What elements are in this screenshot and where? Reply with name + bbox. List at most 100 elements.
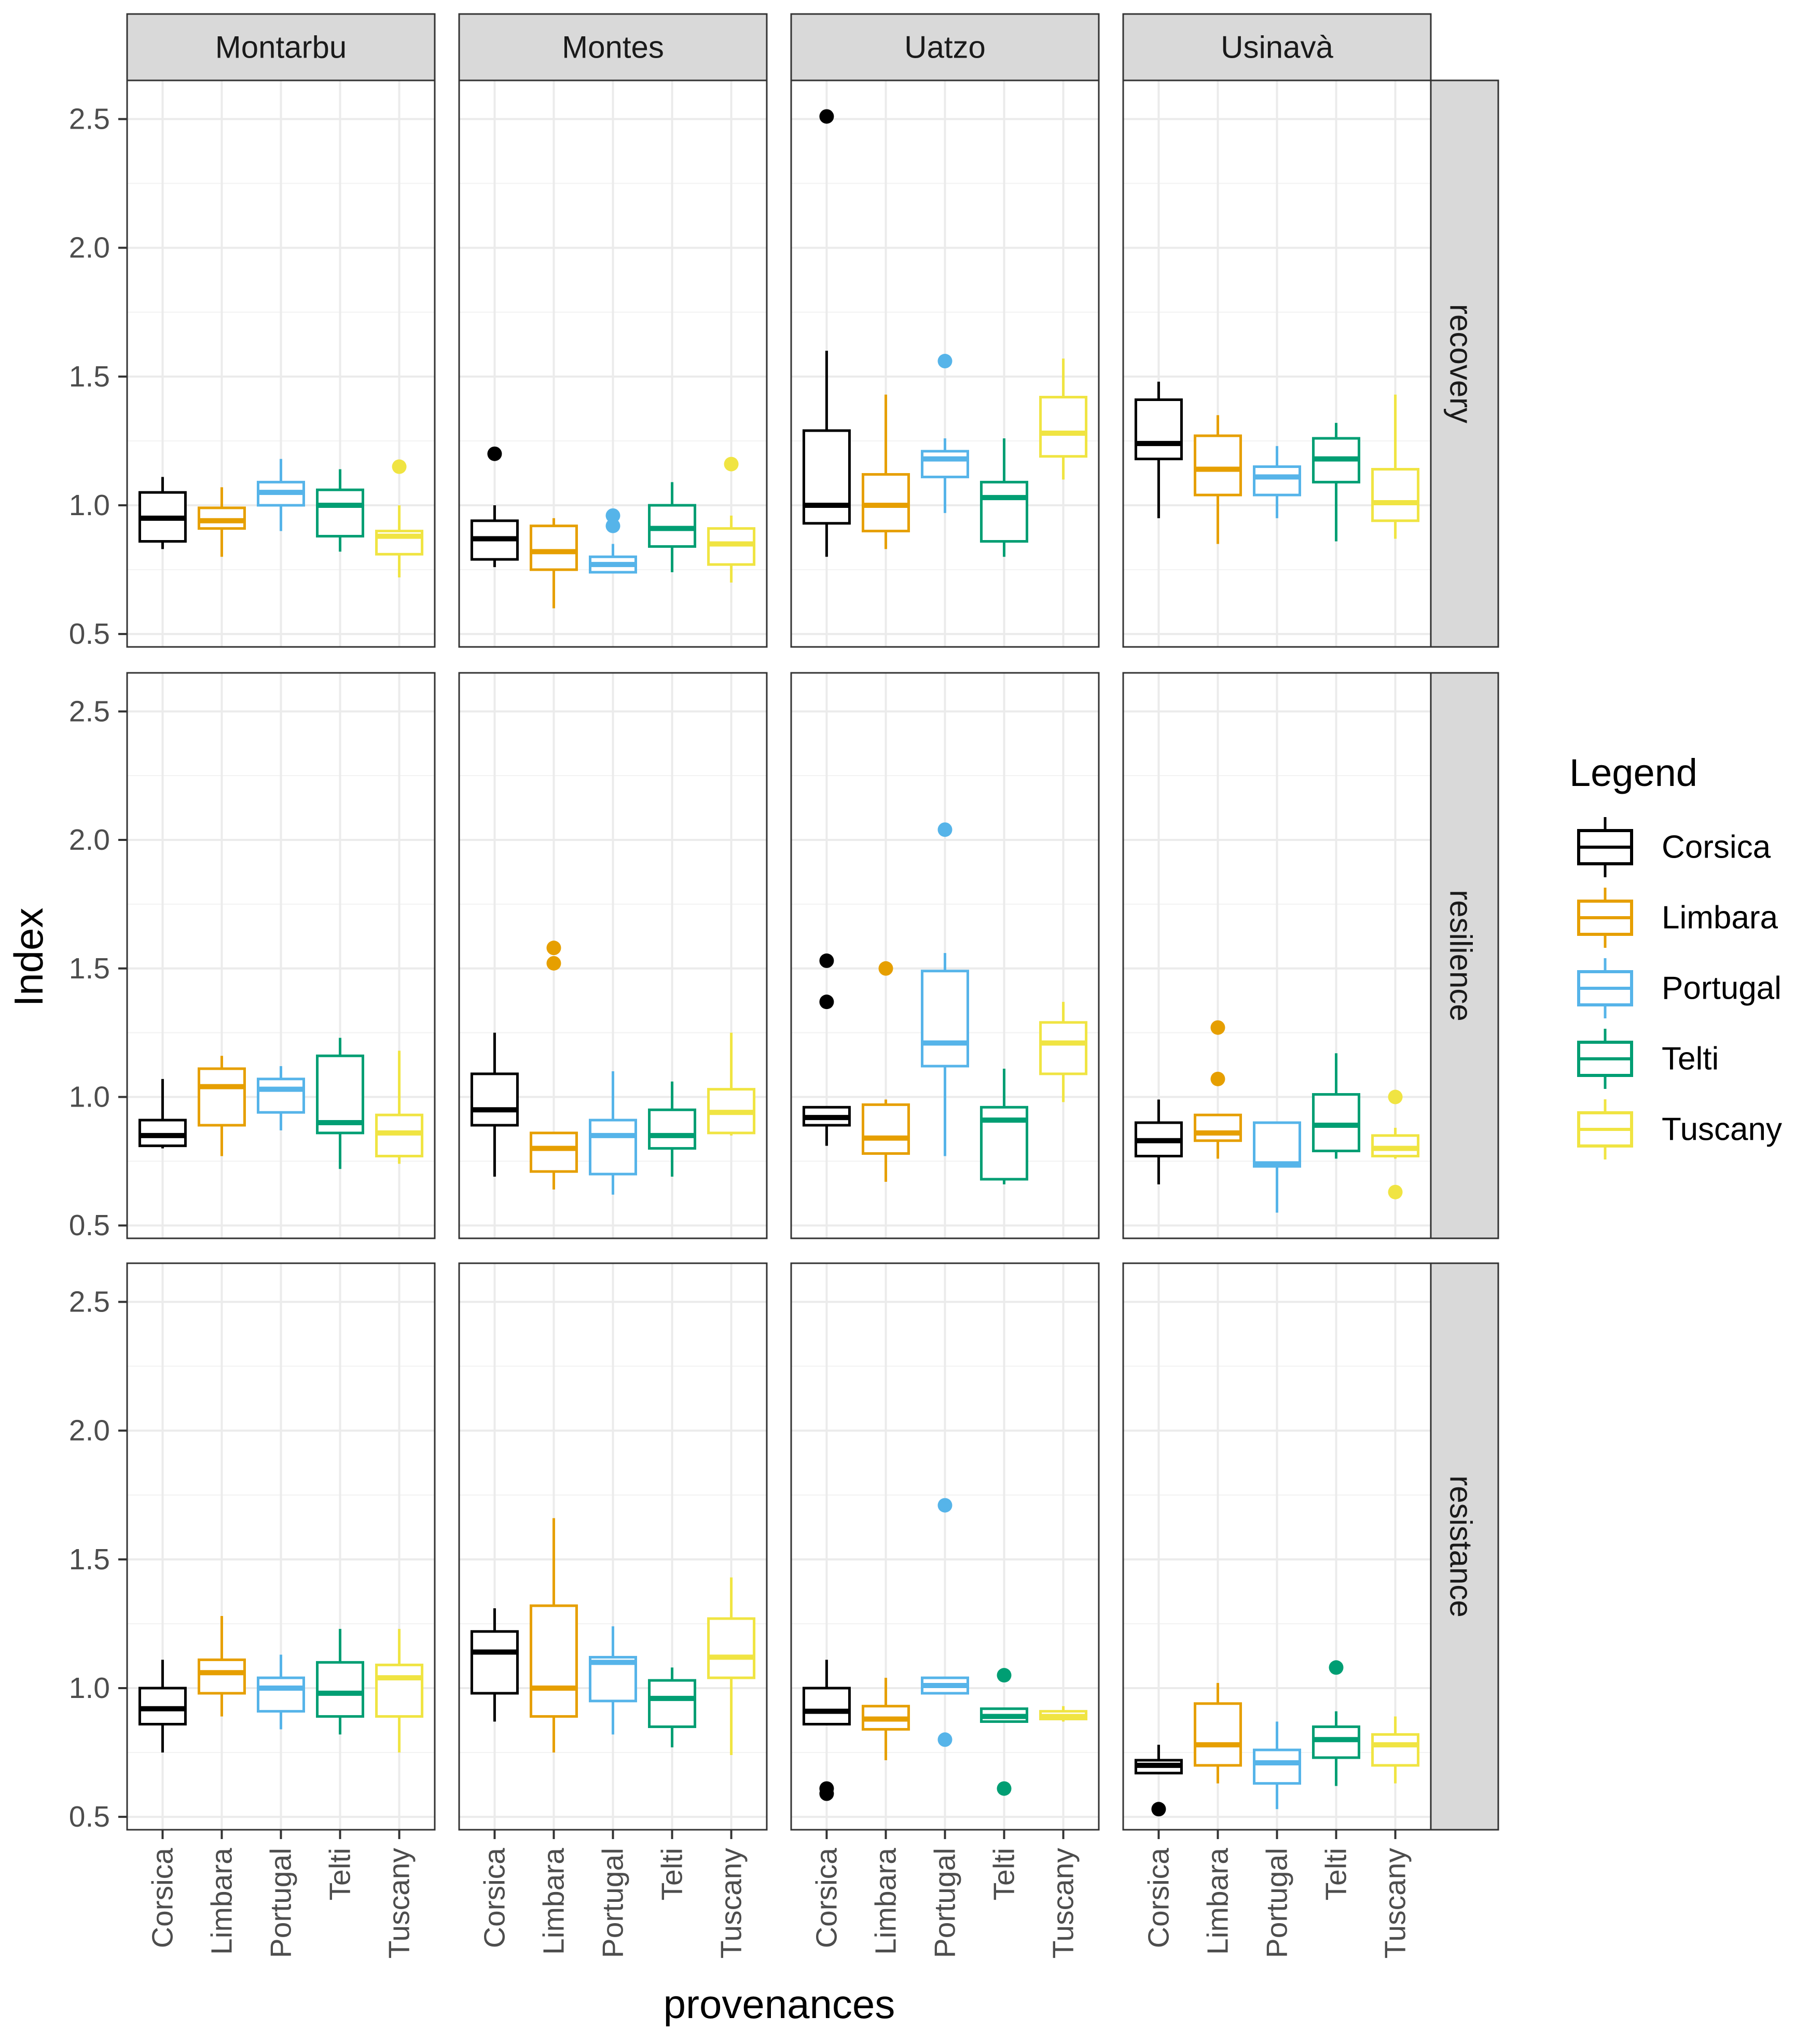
legend-label-tuscany: Tuscany (1662, 1112, 1782, 1148)
x-tick-label: Limbara (537, 1848, 570, 1955)
box-body (921, 450, 969, 478)
box-body (316, 1661, 365, 1718)
box-limbara (197, 1056, 246, 1156)
x-tick-label: Tuscany (383, 1848, 416, 1959)
panels-layer (127, 80, 1431, 1830)
outlier-point (1388, 1089, 1403, 1104)
box-corsica (802, 109, 851, 557)
outlier-point (997, 1668, 1012, 1683)
column-strip (126, 13, 436, 81)
box-body (589, 1118, 637, 1176)
x-tick-label: Portugal (1261, 1848, 1294, 1958)
box-body (1371, 468, 1420, 522)
legend-key-portugal: Portugal (1577, 958, 1782, 1018)
box-body (648, 1679, 697, 1728)
legend-key-corsica: Corsica (1577, 817, 1771, 877)
box-body (707, 1617, 756, 1679)
outlier-point (819, 109, 834, 124)
box-limbara (529, 941, 578, 1190)
y-axis-title: Index (6, 908, 51, 1007)
legend-label-limbara: Limbara (1662, 900, 1778, 936)
panel-resistance-Montarbu (127, 1263, 435, 1830)
box-portugal (921, 354, 969, 513)
box-limbara (197, 487, 246, 557)
box-body (257, 1078, 305, 1114)
x-tick-label: Telti (324, 1848, 357, 1900)
column-strip-label-Montarbu: Montarbu (215, 30, 347, 65)
box-telti (1312, 423, 1361, 542)
boxes-resilience-Montes (470, 941, 756, 1195)
y-tick-label: 0.5 (69, 1800, 110, 1833)
box-body (529, 1131, 578, 1173)
box-body (921, 970, 969, 1068)
legend-key-telti: Telti (1577, 1029, 1719, 1089)
legend-label-telti: Telti (1662, 1041, 1719, 1077)
box-body (1253, 465, 1301, 496)
box-portugal (257, 459, 305, 531)
box-limbara (529, 518, 578, 609)
box-portugal (921, 822, 969, 1156)
column-strip-label-Montes: Montes (562, 30, 664, 65)
box-portugal (589, 508, 637, 574)
box-corsica (470, 446, 519, 568)
box-tuscany (1371, 1089, 1420, 1199)
y-tick-label: 1.0 (69, 1672, 110, 1705)
box-tuscany (1039, 358, 1088, 480)
row-strip-label-resilience: resilience (1444, 890, 1479, 1021)
box-body (1193, 1702, 1242, 1767)
box-body (1134, 398, 1183, 461)
column-strip-label-Uatzo: Uatzo (904, 30, 986, 65)
row-strip (1430, 79, 1499, 648)
box-tuscany (707, 1032, 756, 1136)
box-tuscany (375, 459, 424, 577)
box-limbara (1193, 415, 1242, 544)
box-corsica (802, 1660, 851, 1801)
box-telti (980, 438, 1029, 557)
row-strip-label-resistance: resistance (1444, 1475, 1479, 1617)
panel-recovery-Usinavà (1123, 80, 1431, 647)
box-portugal (589, 1626, 637, 1735)
box-corsica (138, 1660, 187, 1753)
y-tick-label: 1.5 (69, 360, 110, 393)
outlier-point (937, 822, 952, 837)
box-telti (980, 1668, 1029, 1796)
outlier-point (392, 459, 407, 474)
column-strip (790, 13, 1100, 81)
box-portugal (257, 1654, 305, 1730)
outlier-point (487, 446, 502, 461)
box-portugal (1253, 1721, 1301, 1810)
box-body (375, 1663, 424, 1718)
box-body (1039, 396, 1088, 458)
outlier-point (1151, 1802, 1166, 1817)
legend-label-corsica: Corsica (1662, 830, 1771, 865)
column-strip (1122, 13, 1432, 81)
y-tick-label: 2.0 (69, 1414, 110, 1447)
outlier-point (546, 956, 561, 971)
outlier-point (1210, 1020, 1225, 1035)
y-tick-label: 1.5 (69, 1543, 110, 1576)
outlier-point (937, 354, 952, 369)
outlier-point (819, 995, 834, 1010)
legend: Legend Corsica Limbara Portugal Telti Tuscan… (1569, 751, 1782, 1159)
x-tick-label: Portugal (597, 1848, 630, 1958)
box-body (648, 1108, 697, 1150)
boxes-recovery-Montes (470, 446, 756, 609)
box-telti (648, 1081, 697, 1177)
box-body (197, 1658, 246, 1695)
y-tick-label: 2.5 (69, 102, 110, 135)
box-corsica (470, 1032, 519, 1177)
x-tick-label: Tuscany (715, 1848, 748, 1959)
outlier-point (1388, 1184, 1403, 1199)
axes-layer: recovery resilience resistance Montarbu Mont… (69, 13, 1499, 1959)
box-limbara (1193, 1683, 1242, 1784)
legend-key-limbara: Limbara (1577, 888, 1778, 948)
box-body (802, 429, 851, 525)
box-body (197, 1067, 246, 1127)
box-portugal (1253, 446, 1301, 518)
outlier-point (605, 518, 620, 533)
outlier-point (605, 508, 620, 523)
box-tuscany (1371, 1716, 1420, 1784)
x-tick-label: Corsica (1142, 1848, 1175, 1949)
box-tuscany (375, 1628, 424, 1753)
box-body (1039, 1021, 1088, 1075)
